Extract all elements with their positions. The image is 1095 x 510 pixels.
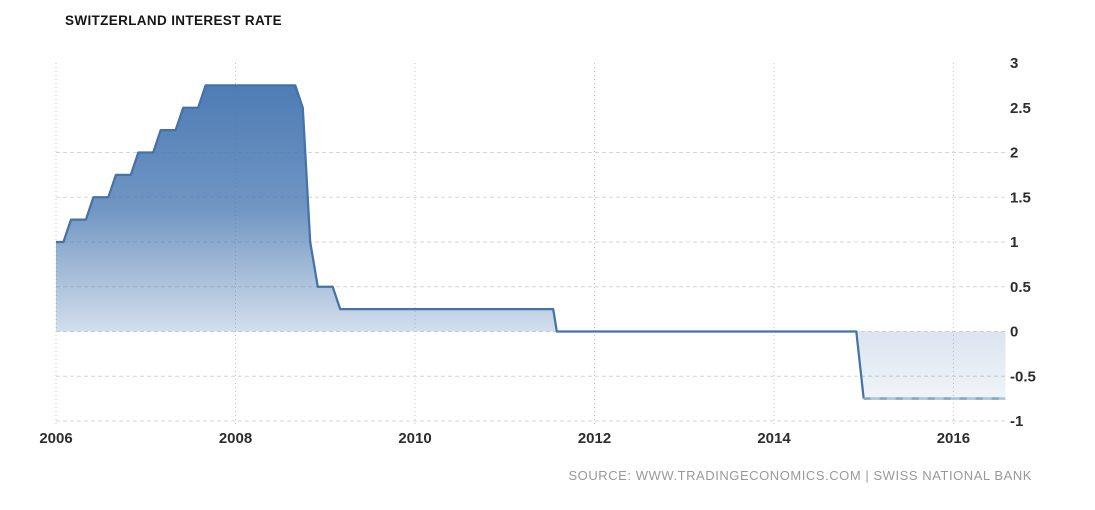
y-axis-label: -0.5 xyxy=(1010,368,1036,385)
area-fill-positive xyxy=(56,85,857,332)
chart-title: SWITZERLAND INTEREST RATE xyxy=(65,13,282,28)
y-axis-label: 1.5 xyxy=(1010,189,1031,206)
y-axis-label: 3 xyxy=(1010,55,1018,72)
x-axis-label: 2016 xyxy=(937,430,970,447)
y-axis-label: 2 xyxy=(1010,145,1018,162)
x-axis-label: 2010 xyxy=(398,430,431,447)
y-axis-label: 0 xyxy=(1010,324,1018,341)
y-axis-label: 2.5 xyxy=(1010,100,1031,117)
y-axis-label: 0.5 xyxy=(1010,279,1031,296)
y-axis-label: -1 xyxy=(1010,413,1023,430)
x-axis-label: 2014 xyxy=(757,430,791,447)
y-axis-label: 1 xyxy=(1010,234,1018,251)
x-axis-label: 2006 xyxy=(39,430,72,447)
rate-line xyxy=(56,84,865,399)
area-fill-negative xyxy=(856,331,1006,399)
x-axis-label: 2012 xyxy=(578,430,611,447)
source-attribution: SOURCE: WWW.TRADINGECONOMICS.COM | SWISS… xyxy=(568,468,1032,483)
x-axis-label: 2008 xyxy=(219,430,252,447)
